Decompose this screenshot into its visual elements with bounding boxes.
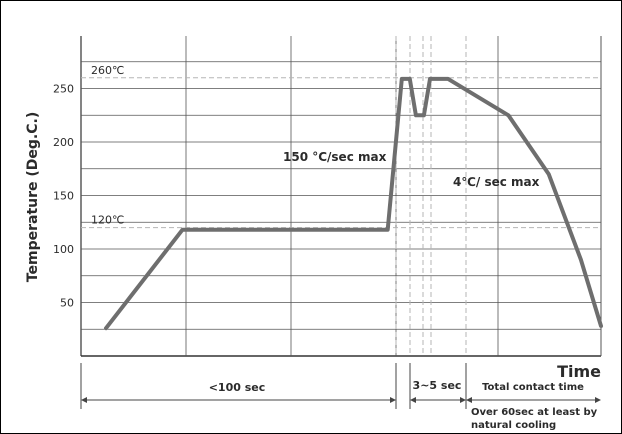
x-axis-label: Time xyxy=(557,362,601,381)
reference-lines: 260℃ 120℃ xyxy=(81,64,601,229)
y-tick-label: 200 xyxy=(53,136,74,149)
footnote-line-1: Over 60sec at least by xyxy=(471,407,598,418)
ramp-rate-annotation: 150 °C/sec max xyxy=(283,150,387,164)
phase-label-peak: 3~5 sec xyxy=(413,379,462,392)
phase-arrow-preheat-head-right xyxy=(390,397,396,403)
phase-arrow-total-head-left xyxy=(466,397,472,403)
plot-grid xyxy=(80,36,602,357)
phase-label-preheat: <100 sec xyxy=(209,381,266,394)
y-tick-label: 150 xyxy=(53,190,74,203)
footnote-line-2: natural cooling xyxy=(471,420,556,431)
y-tick-label: 250 xyxy=(53,83,74,96)
cooling-rate-annotation: 4℃/ sec max xyxy=(453,175,540,189)
phase-arrow-peak-head-left xyxy=(410,397,416,403)
phase-label-total: Total contact time xyxy=(482,382,584,393)
y-tick-label: 50 xyxy=(60,297,74,310)
phase-arrow-preheat-head-left xyxy=(81,397,87,403)
reference-label: 120℃ xyxy=(91,214,124,227)
phase-arrow-peak-head-right xyxy=(460,397,466,403)
phase-boundaries xyxy=(395,36,467,356)
temperature-curve xyxy=(104,76,603,331)
y-tick-labels: 50 100 150 200 250 xyxy=(53,83,74,310)
phase-timeline xyxy=(80,363,601,409)
phase-arrow-total-head-right xyxy=(595,397,601,403)
y-axis-label: Temperature (Deg.C.) xyxy=(25,112,41,282)
reference-label: 260℃ xyxy=(91,64,124,77)
y-tick-label: 100 xyxy=(53,243,74,256)
